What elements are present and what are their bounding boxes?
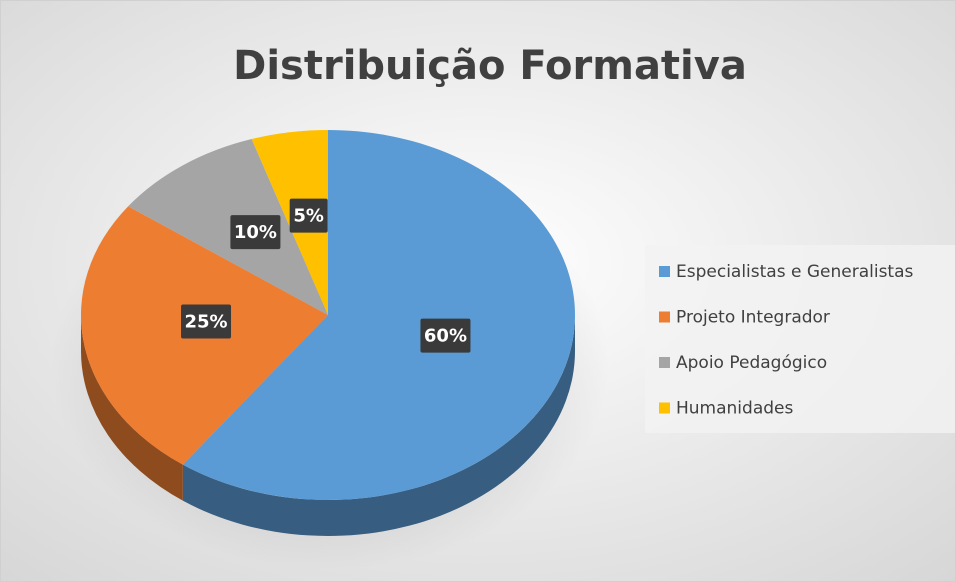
data-label-box	[230, 215, 281, 250]
pie-slice-side	[182, 315, 575, 537]
legend-label: Apoio Pedagógico	[676, 353, 827, 373]
legend-label: Projeto Integrador	[676, 308, 830, 328]
legend-swatch	[659, 266, 670, 277]
legend-box	[645, 245, 955, 433]
legend-swatch	[659, 357, 670, 368]
data-label-box	[181, 304, 232, 339]
data-label: 25%	[184, 311, 227, 332]
pie-slice-side	[81, 315, 183, 501]
data-label-box	[420, 318, 471, 353]
pie-slice	[128, 139, 328, 315]
data-label: 60%	[424, 326, 467, 347]
chart-title: Distribuição Formativa	[233, 43, 747, 89]
legend-label: Humanidades	[676, 399, 793, 419]
legend-swatch	[659, 402, 670, 414]
data-label-box	[289, 198, 328, 233]
data-label: 10%	[234, 222, 277, 243]
data-label: 5%	[293, 206, 324, 227]
legend-swatch	[659, 311, 670, 323]
pie-slice	[182, 130, 575, 501]
legend-label: Especialistas e Generalistas	[676, 262, 914, 282]
